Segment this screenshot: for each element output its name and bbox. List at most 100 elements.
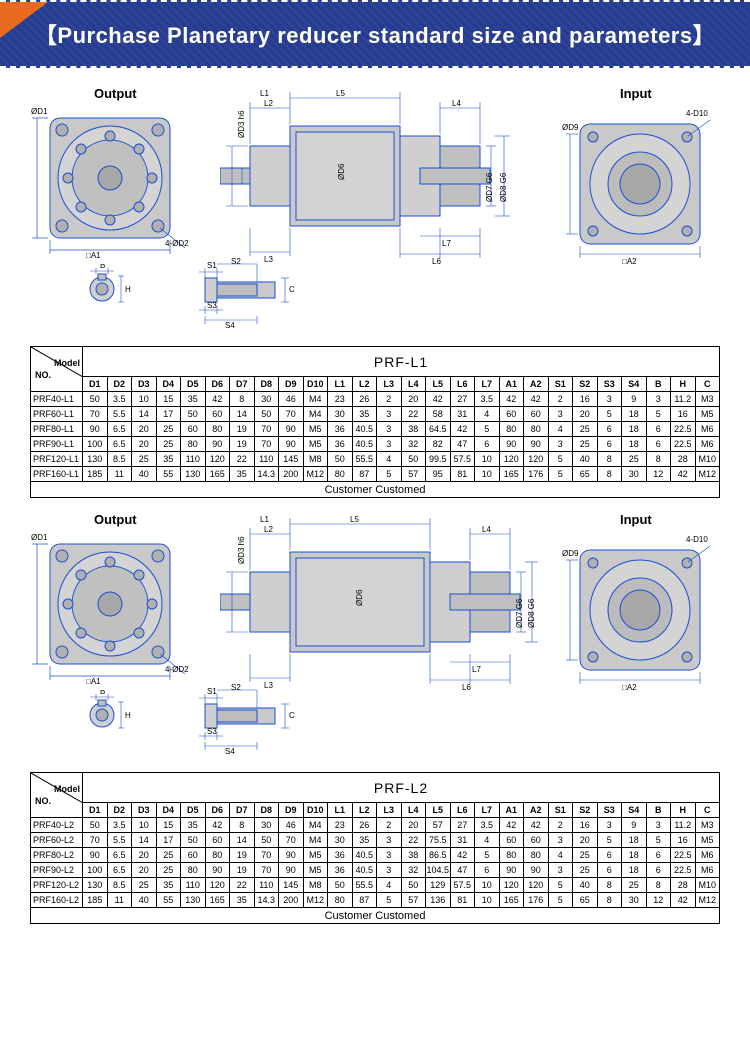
dim-d9: ØD9 — [562, 123, 579, 132]
value-cell: 3.5 — [107, 392, 132, 407]
value-cell: 25 — [573, 422, 598, 437]
col-header: S1 — [548, 803, 573, 818]
value-cell: 70 — [254, 437, 279, 452]
value-cell: 14 — [230, 833, 255, 848]
value-cell: 70 — [83, 833, 108, 848]
value-cell: 38 — [401, 422, 426, 437]
value-cell: 19 — [230, 863, 255, 878]
value-cell: 25 — [156, 422, 181, 437]
dim-b: B — [100, 264, 105, 270]
value-cell: 3.5 — [107, 818, 132, 833]
value-cell: M10 — [695, 878, 720, 893]
value-cell: 90 — [279, 863, 304, 878]
col-header: D2 — [107, 803, 132, 818]
value-cell: 57 — [401, 467, 426, 482]
value-cell: 80 — [205, 848, 230, 863]
value-cell: M6 — [695, 422, 720, 437]
value-cell: 57 — [426, 818, 451, 833]
model-cell: PRF90-L2 — [31, 863, 83, 878]
value-cell: 3.5 — [475, 818, 500, 833]
svg-text:□A2: □A2 — [622, 683, 637, 690]
series-header: PRF-L1 — [83, 347, 720, 377]
col-header: L6 — [450, 377, 475, 392]
table-row: PRF40-L1503.51015354283046M4232622042273… — [31, 392, 720, 407]
value-cell: 47 — [450, 437, 475, 452]
col-header: D3 — [132, 377, 157, 392]
value-cell: 40 — [132, 467, 157, 482]
value-cell: 46 — [279, 818, 304, 833]
value-cell: 5 — [597, 407, 622, 422]
value-cell: 4 — [377, 452, 402, 467]
value-cell: 70 — [279, 833, 304, 848]
value-cell: 35 — [230, 893, 255, 908]
col-header: D3 — [132, 803, 157, 818]
value-cell: 5 — [597, 833, 622, 848]
value-cell: 65 — [573, 893, 598, 908]
value-cell: 31 — [450, 407, 475, 422]
value-cell: 2 — [377, 818, 402, 833]
value-cell: 38 — [401, 848, 426, 863]
value-cell: 165 — [499, 467, 524, 482]
value-cell: 25 — [156, 863, 181, 878]
svg-text:L3: L3 — [264, 681, 273, 690]
value-cell: 50 — [254, 833, 279, 848]
value-cell: 15 — [156, 392, 181, 407]
value-cell: 3 — [548, 833, 573, 848]
value-cell: 40.5 — [352, 863, 377, 878]
table-row: PRF90-L11006.520258090197090M53640.53328… — [31, 437, 720, 452]
value-cell: 165 — [205, 893, 230, 908]
side-section-svg: L1 L2 L5 L4 L3 L7 L6 ØD5 j6 ØD4 ØD3 h6 Ø… — [220, 86, 520, 276]
value-cell: 42 — [671, 467, 696, 482]
value-cell: M5 — [303, 848, 328, 863]
col-header: D7 — [230, 377, 255, 392]
value-cell: M5 — [303, 437, 328, 452]
col-header: C — [695, 803, 720, 818]
dim-l3: L3 — [264, 255, 273, 264]
dim-a1: □A1 — [86, 251, 101, 258]
value-cell: 32 — [401, 863, 426, 878]
value-cell: 11 — [107, 893, 132, 908]
value-cell: 36 — [328, 848, 353, 863]
value-cell: 6 — [597, 848, 622, 863]
value-cell: 25 — [156, 848, 181, 863]
value-cell: 110 — [254, 452, 279, 467]
value-cell: 35 — [181, 818, 206, 833]
table-prf-l2: ModelNO.PRF-L2D1D2D3D4D5D6D7D8D9D10L1L2L… — [30, 772, 720, 924]
value-cell: 5 — [646, 407, 671, 422]
col-header: D8 — [254, 377, 279, 392]
svg-text:H: H — [125, 711, 131, 720]
value-cell: 18 — [622, 437, 647, 452]
customer-customed-row: Customer Customed — [31, 482, 720, 498]
value-cell: 120 — [205, 878, 230, 893]
value-cell: 185 — [83, 467, 108, 482]
value-cell: 9 — [622, 392, 647, 407]
value-cell: 6 — [646, 863, 671, 878]
svg-text:L2: L2 — [264, 525, 273, 534]
value-cell: 47 — [450, 863, 475, 878]
dim-s4: S4 — [225, 321, 235, 328]
table-row: PRF120-L21308.5253511012022110145M85055.… — [31, 878, 720, 893]
value-cell: 90 — [279, 437, 304, 452]
value-cell: 42 — [499, 818, 524, 833]
value-cell: 11 — [107, 467, 132, 482]
value-cell: 30 — [328, 833, 353, 848]
model-cell: PRF120-L2 — [31, 878, 83, 893]
value-cell: M6 — [695, 863, 720, 878]
value-cell: 4 — [475, 407, 500, 422]
value-cell: 80 — [328, 893, 353, 908]
value-cell: 8.5 — [107, 878, 132, 893]
value-cell: 176 — [524, 467, 549, 482]
value-cell: 3 — [597, 818, 622, 833]
value-cell: 6.5 — [107, 848, 132, 863]
value-cell: 55.5 — [352, 878, 377, 893]
svg-text:L6: L6 — [462, 683, 471, 692]
svg-text:L4: L4 — [482, 525, 491, 534]
dim-l1: L1 — [260, 89, 269, 98]
dim-h: H — [125, 285, 131, 294]
value-cell: 30 — [254, 818, 279, 833]
value-cell: 14 — [132, 407, 157, 422]
model-cell: PRF60-L1 — [31, 407, 83, 422]
value-cell: 5 — [548, 893, 573, 908]
value-cell: 120 — [499, 878, 524, 893]
value-cell: 30 — [622, 467, 647, 482]
